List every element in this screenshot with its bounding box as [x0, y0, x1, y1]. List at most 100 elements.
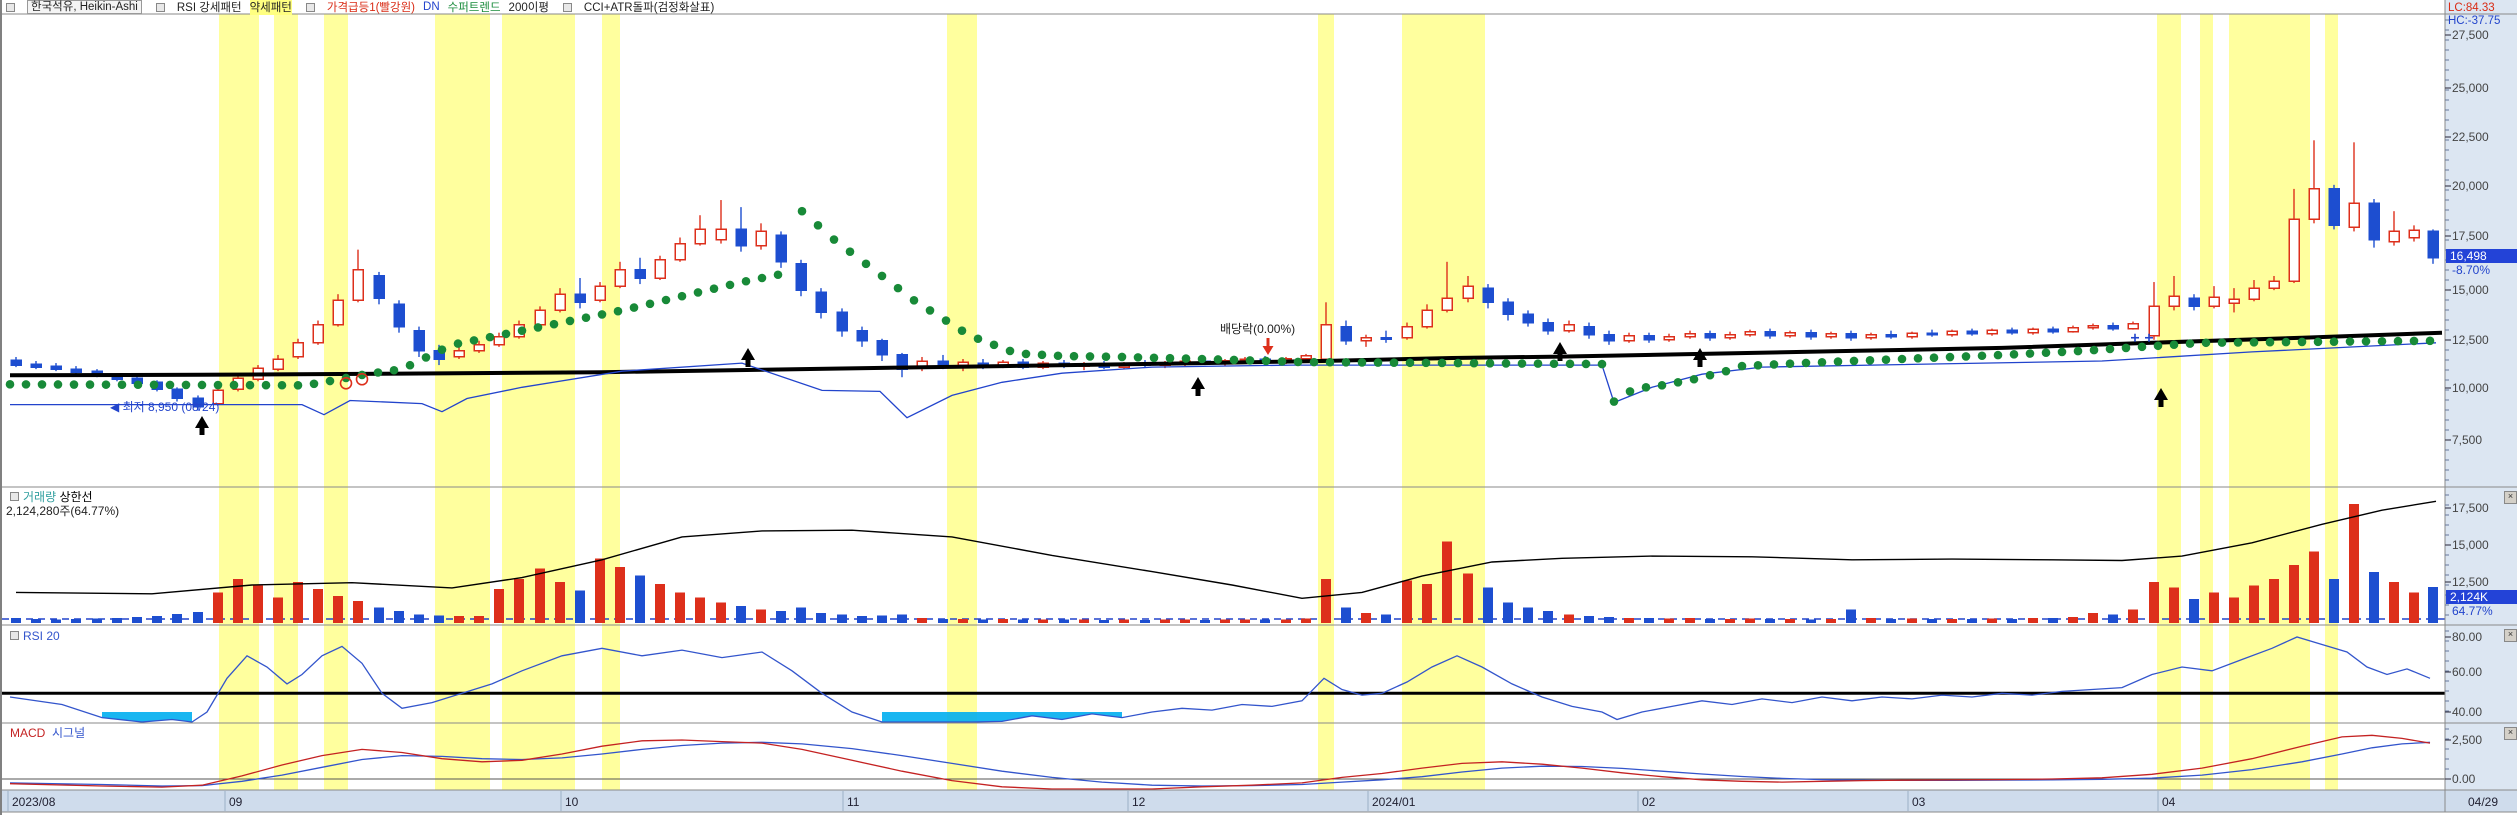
- volume-bar[interactable]: [172, 614, 182, 623]
- volume-bar[interactable]: [2309, 551, 2319, 623]
- volume-bar[interactable]: [1059, 619, 1069, 623]
- volume-bar[interactable]: [1140, 619, 1150, 623]
- volume-bar[interactable]: [2007, 618, 2017, 623]
- close-icon[interactable]: ×: [2504, 491, 2517, 504]
- candle-body[interactable]: [1401, 325, 1413, 339]
- candle-body[interactable]: [634, 269, 646, 279]
- candle-body[interactable]: [1684, 332, 1696, 338]
- candle-body[interactable]: [1300, 355, 1312, 360]
- candle-body[interactable]: [937, 360, 949, 366]
- candle-body[interactable]: [2127, 322, 2139, 330]
- candle-body[interactable]: [674, 242, 686, 261]
- volume-bar[interactable]: [2409, 592, 2419, 623]
- volume-bar[interactable]: [2028, 617, 2038, 623]
- volume-bar[interactable]: [2428, 586, 2438, 623]
- candle-body[interactable]: [10, 359, 22, 366]
- limit-title[interactable]: 상한선: [59, 490, 93, 504]
- macd-panel-header[interactable]: MACD 시그널: [10, 727, 85, 740]
- volume-bar[interactable]: [877, 615, 887, 623]
- volume-bar[interactable]: [1543, 611, 1553, 623]
- volume-bar[interactable]: [1402, 580, 1412, 624]
- candle-body[interactable]: [413, 329, 425, 352]
- candle-body[interactable]: [2208, 296, 2220, 308]
- candle-body[interactable]: [735, 228, 747, 247]
- volume-bar[interactable]: [555, 582, 565, 623]
- candle-body[interactable]: [957, 361, 969, 366]
- volume-bar[interactable]: [1160, 619, 1170, 623]
- volume-bar[interactable]: [2149, 582, 2159, 623]
- volume-bar[interactable]: [1422, 583, 1432, 623]
- candle-body[interactable]: [2248, 287, 2260, 301]
- candle-body[interactable]: [795, 263, 807, 291]
- candle-body[interactable]: [1623, 334, 1635, 342]
- volume-bar[interactable]: [695, 597, 705, 624]
- volume-bar[interactable]: [1685, 618, 1695, 623]
- volume-bar[interactable]: [575, 590, 585, 623]
- volume-bar[interactable]: [253, 585, 263, 623]
- volume-bar[interactable]: [1119, 619, 1129, 623]
- volume-bar[interactable]: [1099, 619, 1109, 623]
- volume-bar[interactable]: [1624, 617, 1634, 623]
- volume-bar[interactable]: [1806, 619, 1816, 623]
- volume-bar[interactable]: [1523, 607, 1533, 623]
- candle-body[interactable]: [1380, 336, 1392, 341]
- date-axis-label[interactable]: 03: [1912, 795, 1926, 809]
- volume-bar[interactable]: [958, 618, 968, 623]
- volume-bar[interactable]: [897, 614, 907, 624]
- candle-body[interactable]: [212, 389, 224, 405]
- volume-bar[interactable]: [1442, 541, 1452, 623]
- volume-bar[interactable]: [796, 607, 806, 623]
- candle-body[interactable]: [1926, 332, 1938, 336]
- volume-bar[interactable]: [2289, 565, 2299, 623]
- candle-body[interactable]: [373, 275, 385, 300]
- candle-body[interactable]: [2006, 329, 2018, 334]
- volume-bar[interactable]: [1483, 587, 1493, 623]
- candle-body[interactable]: [1663, 335, 1675, 341]
- date-axis-label[interactable]: 04: [2162, 795, 2176, 809]
- candle-body[interactable]: [1583, 325, 1595, 336]
- candle-body[interactable]: [1986, 329, 1998, 335]
- candle-body[interactable]: [1805, 331, 1817, 338]
- legend-rsi-pattern[interactable]: RSI 강세패턴 약세패턴: [155, 0, 292, 15]
- volume-bar[interactable]: [1584, 616, 1594, 623]
- candle-body[interactable]: [2087, 324, 2099, 329]
- volume-bar[interactable]: [1361, 612, 1371, 623]
- legend-symbol[interactable]: 한국석유, Heikin-Ashi: [6, 0, 142, 14]
- volume-bar[interactable]: [2369, 572, 2379, 623]
- candle-body[interactable]: [171, 388, 183, 400]
- volume-bar[interactable]: [1927, 618, 1937, 623]
- candle-body[interactable]: [2268, 280, 2280, 289]
- volume-bar[interactable]: [1079, 619, 1089, 623]
- candle-body[interactable]: [2328, 188, 2340, 227]
- volume-bar[interactable]: [1644, 618, 1654, 623]
- volume-bar[interactable]: [1785, 618, 1795, 623]
- candle-body[interactable]: [1462, 285, 1474, 300]
- volume-bar[interactable]: [1180, 619, 1190, 623]
- volume-bar[interactable]: [293, 582, 303, 623]
- volume-bar[interactable]: [273, 597, 283, 624]
- volume-bar[interactable]: [1866, 617, 1876, 623]
- volume-bar[interactable]: [1907, 618, 1917, 623]
- candle-body[interactable]: [534, 309, 546, 326]
- candle-body[interactable]: [453, 350, 465, 358]
- candle-body[interactable]: [192, 397, 204, 408]
- volume-bar[interactable]: [51, 619, 61, 623]
- volume-bar[interactable]: [1341, 607, 1351, 623]
- volume-bar[interactable]: [1846, 609, 1856, 623]
- volume-bar[interactable]: [2209, 592, 2219, 623]
- volume-bar[interactable]: [1725, 618, 1735, 623]
- volume-bar[interactable]: [1200, 619, 1210, 623]
- candle-body[interactable]: [1946, 330, 1958, 336]
- volume-bar[interactable]: [816, 612, 826, 623]
- volume-bar[interactable]: [193, 612, 203, 623]
- candle-body[interactable]: [815, 291, 827, 314]
- candle-body[interactable]: [2408, 229, 2420, 239]
- candle-body[interactable]: [1744, 330, 1756, 336]
- volume-bar[interactable]: [1947, 618, 1957, 623]
- volume-bar[interactable]: [1240, 619, 1250, 623]
- candle-body[interactable]: [1825, 332, 1837, 338]
- volume-bar[interactable]: [1745, 618, 1755, 623]
- volume-bar[interactable]: [313, 589, 323, 623]
- candle-body[interactable]: [2348, 202, 2360, 229]
- volume-bar[interactable]: [1220, 619, 1230, 623]
